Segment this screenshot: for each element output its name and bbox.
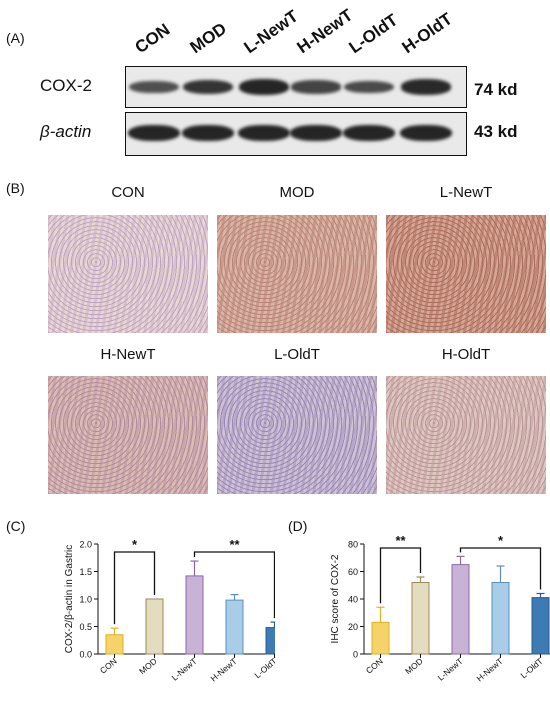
x-tick-label: L-NewT: [170, 656, 199, 683]
y-axis-label: COX-2/β-actin in Gastric: [64, 545, 75, 654]
bar-l-oldt: [265, 627, 275, 655]
x-tick-label: MOD: [403, 656, 425, 676]
significance-label: *: [498, 533, 504, 548]
y-tick-label: 2.0: [79, 540, 92, 550]
actin-blot: [125, 112, 467, 156]
y-tick-label: 80: [348, 540, 358, 550]
significance-bracket: [459, 547, 542, 590]
ihc-image-mod: [217, 215, 377, 333]
x-tick-label: L-OldT: [252, 656, 275, 680]
actin-row-label: β-actin: [40, 122, 91, 142]
bar-l-newt: [185, 575, 204, 655]
bar-con: [371, 621, 390, 655]
significance-label: **: [395, 533, 406, 548]
lane-label-h-newt: H-NewT: [293, 5, 357, 58]
significance-bracket: [113, 551, 156, 625]
panel-a-label: (A): [6, 30, 25, 46]
ihc-image-h-newt: [48, 376, 208, 494]
y-tick-label: 1.5: [79, 567, 92, 577]
y-tick-label: 20: [348, 622, 358, 632]
x-tick-label: L-OldT: [518, 656, 544, 680]
y-tick-label: 0: [353, 650, 358, 660]
bar-l-oldt: [531, 597, 550, 655]
cox2-band: [401, 79, 451, 95]
cox2-band: [291, 80, 341, 94]
lane-label-l-newt: L-NewT: [240, 6, 302, 58]
panel-b-label: (B): [6, 180, 25, 196]
ihc-image-h-oldt: [386, 376, 546, 494]
significance-bracket: [379, 547, 422, 604]
ihc-image-con: [48, 215, 208, 333]
actin-band: [290, 125, 342, 141]
significance-label: *: [132, 537, 138, 552]
ihc-title-l-newt: L-NewT: [439, 184, 493, 201]
x-tick-label: L-NewT: [436, 656, 465, 683]
cox2-blot: [125, 66, 467, 108]
y-tick-label: 60: [348, 567, 358, 577]
significance-bracket: [193, 551, 275, 619]
significance-label: **: [229, 537, 240, 552]
cox2-band: [344, 80, 394, 94]
actin-row-label-text: β-actin: [40, 122, 92, 141]
ihc-title-l-oldt: L-OldT: [274, 346, 320, 363]
x-tick-label: CON: [98, 656, 119, 676]
x-tick-label: CON: [364, 656, 385, 676]
actin-band: [182, 125, 234, 141]
y-axis-label: IHC score of COX-2: [330, 554, 341, 643]
x-tick-label: H-NewT: [208, 656, 238, 684]
actin-band: [238, 125, 290, 141]
ihc-title-mod: MOD: [279, 184, 315, 201]
bar-h-newt: [225, 599, 244, 655]
ihc-title-h-newt: H-NewT: [100, 346, 156, 363]
cox2-band: [239, 79, 289, 95]
x-tick-label: H-NewT: [474, 656, 504, 684]
bar-con: [105, 634, 124, 655]
bar-l-newt: [451, 564, 470, 655]
y-tick-label: 40: [348, 595, 358, 605]
actin-band: [400, 125, 452, 141]
y-tick-label: 1.0: [79, 595, 92, 605]
panel-c-label: (C): [6, 518, 26, 534]
cox2-band: [129, 80, 179, 94]
chart-c: 0.0 0.5 1.0 1.5 2.0 COX-2/β-actin in Gastric C…: [64, 537, 275, 684]
ihc-title-con: CON: [111, 184, 145, 201]
actin-kd-label: 43 kd: [474, 122, 518, 141]
lane-label-con: CON: [131, 19, 174, 58]
cox2-band: [183, 79, 233, 95]
panel-d-label: (D): [288, 518, 308, 534]
lane-label-mod: MOD: [186, 18, 230, 58]
cox2-row-label: COX-2: [40, 76, 92, 95]
lane-label-h-oldt: H-OldT: [398, 9, 456, 58]
actin-band: [343, 125, 395, 141]
chart-d: 0 20 40 60 80 IHC score of COX-2 CON MOD L-NewT H…: [330, 533, 550, 684]
bar-mod: [145, 598, 164, 655]
ihc-image-l-oldt: [217, 376, 377, 494]
ihc-title-h-oldt: H-OldT: [441, 346, 491, 363]
y-tick-label: 0.0: [79, 650, 92, 660]
ihc-image-l-newt: [386, 215, 546, 333]
bar-h-newt: [491, 582, 510, 655]
bar-mod: [411, 582, 430, 655]
actin-band: [128, 125, 180, 141]
x-tick-label: MOD: [137, 656, 159, 676]
y-tick-label: 0.5: [79, 622, 92, 632]
cox2-kd-label: 74 kd: [474, 80, 518, 99]
